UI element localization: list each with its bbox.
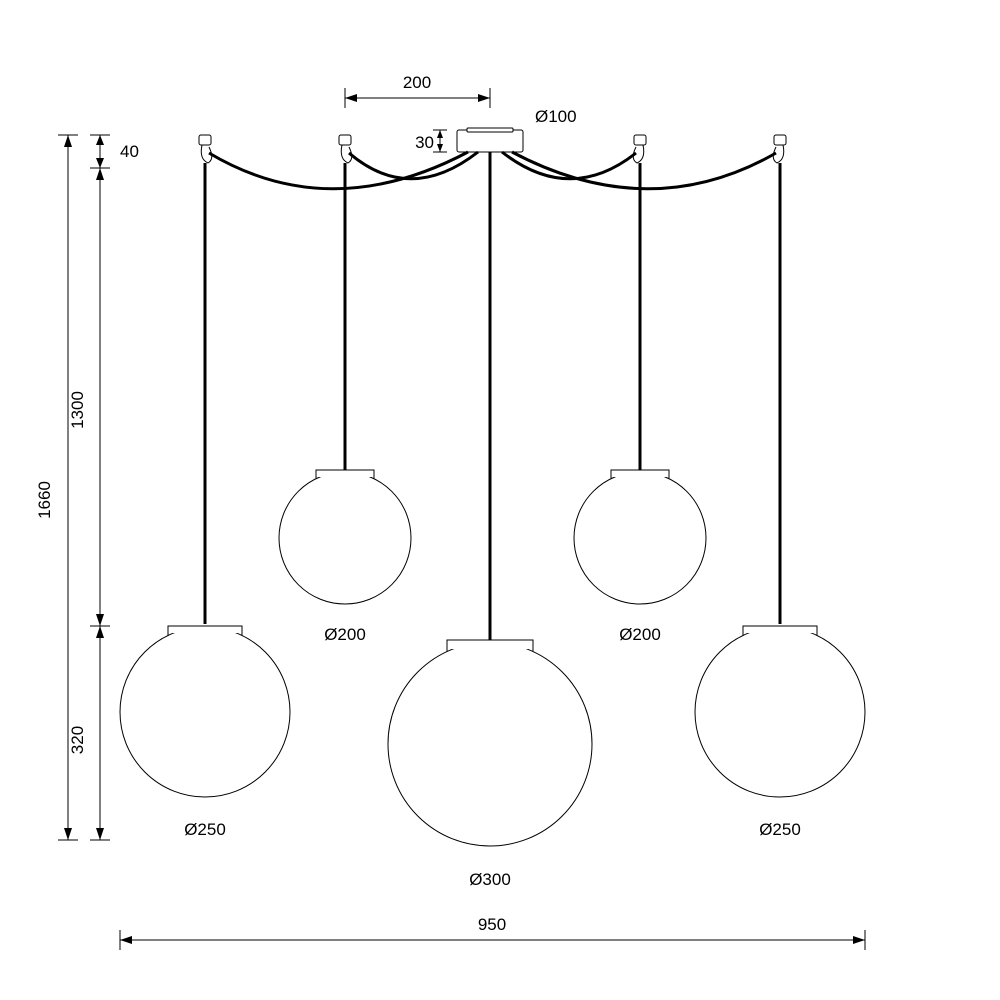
dim-hook-40: 40 (90, 135, 139, 168)
label-canopy-height: 30 (415, 133, 434, 152)
label-hook-spread: 200 (403, 73, 431, 92)
label-canopy-diameter: Ø100 (535, 107, 577, 126)
hook-4 (633, 135, 646, 163)
label-globe-1: Ø250 (184, 820, 226, 839)
globe-1: Ø250 (120, 625, 290, 839)
dim-canopy-30: 30 (415, 130, 447, 152)
dim-globe-320: 320 (68, 626, 110, 840)
pendant-lamp-technical-drawing: 1660 40 1300 320 200 Ø100 (0, 0, 1000, 1000)
dim-cord-1300: 1300 (68, 168, 110, 626)
label-globe-4: Ø200 (619, 625, 661, 644)
dim-top-200: 200 (345, 73, 490, 108)
hook-2 (339, 135, 352, 163)
dim-width-950: 950 (120, 915, 865, 950)
globe-3: Ø300 (388, 640, 592, 889)
hook-5 (773, 135, 786, 163)
globe-4: Ø200 (574, 470, 706, 644)
label-cord-length: 1300 (68, 391, 87, 429)
hook-1 (199, 135, 212, 163)
label-globe-2: Ø200 (324, 625, 366, 644)
label-globe-3: Ø300 (469, 870, 511, 889)
label-hook-height: 40 (120, 142, 139, 161)
label-total-height: 1660 (35, 481, 54, 519)
label-globe-height: 320 (68, 726, 87, 754)
globe-5: Ø250 (695, 625, 865, 839)
label-globe-5: Ø250 (759, 820, 801, 839)
label-total-width: 950 (478, 915, 506, 934)
swag-cables (209, 152, 776, 189)
ceiling-canopy (457, 128, 523, 152)
globe-2: Ø200 (279, 470, 411, 644)
